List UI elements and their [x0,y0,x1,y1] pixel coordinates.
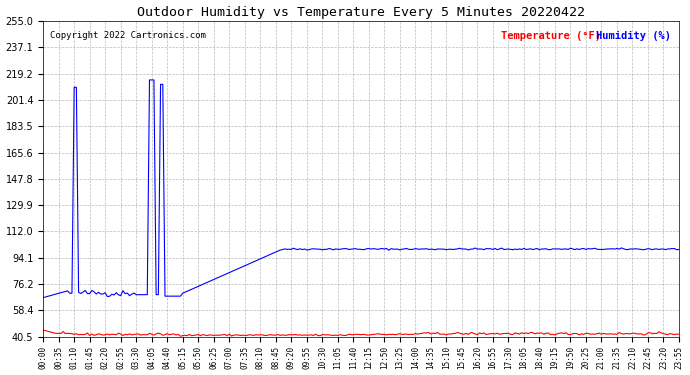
Text: Humidity (%): Humidity (%) [596,31,671,40]
Text: Copyright 2022 Cartronics.com: Copyright 2022 Cartronics.com [50,31,206,40]
Text: Temperature (°F): Temperature (°F) [501,31,601,40]
Title: Outdoor Humidity vs Temperature Every 5 Minutes 20220422: Outdoor Humidity vs Temperature Every 5 … [137,6,585,18]
